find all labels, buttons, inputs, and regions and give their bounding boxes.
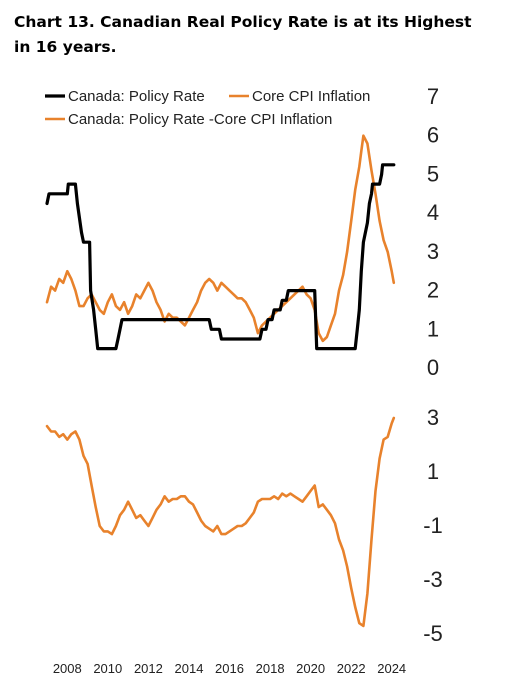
top-panel-y-axis: 0 1 2 3 4 5 6 7 — [427, 84, 439, 380]
x-tick-label: 2018 — [256, 661, 285, 676]
series-line-core-cpi — [45, 134, 396, 343]
bottom-y-tick-label: 3 — [427, 405, 439, 430]
x-tick-label: 2010 — [93, 661, 122, 676]
top-panel-lines — [45, 134, 396, 351]
x-tick-label: 2012 — [134, 661, 163, 676]
top-y-tick-label: 3 — [427, 239, 439, 264]
top-y-tick-label: 7 — [427, 84, 439, 109]
x-tick-label: 2016 — [215, 661, 244, 676]
top-y-tick-label: 4 — [427, 200, 439, 225]
x-tick-label: 2024 — [377, 661, 406, 676]
bottom-y-tick-label: -1 — [423, 513, 443, 538]
series-line-real-rate — [45, 416, 396, 628]
legend-label: Canada: Policy Rate -Core CPI Inflation — [68, 111, 332, 128]
x-tick-label: 2014 — [175, 661, 204, 676]
bottom-panel-lines — [45, 416, 396, 628]
bottom-y-tick-label: 1 — [427, 459, 439, 484]
top-y-tick-label: 0 — [427, 355, 439, 380]
bottom-y-tick-label: -3 — [423, 567, 443, 592]
legend-label: Core CPI Inflation — [252, 88, 370, 105]
top-y-tick-label: 6 — [427, 123, 439, 148]
top-y-tick-label: 2 — [427, 278, 439, 303]
top-y-tick-label: 5 — [427, 161, 439, 186]
x-tick-label: 2008 — [53, 661, 82, 676]
bottom-panel-y-axis: 3 1 -1 -3 -5 — [423, 405, 443, 646]
legend-label: Canada: Policy Rate — [68, 88, 205, 105]
top-y-tick-label: 1 — [427, 316, 439, 341]
chart-title: Chart 13. Canadian Real Policy Rate is a… — [14, 13, 472, 56]
series-line-policy-rate — [45, 163, 396, 351]
bottom-y-tick-label: -5 — [423, 621, 443, 646]
x-tick-label: 2022 — [337, 661, 366, 676]
x-axis: 2008 2010 2012 2014 2016 2018 2020 2022 2024 — [53, 661, 406, 676]
legend: Canada: Policy Rate Core CPI Inflation Can… — [45, 88, 370, 128]
x-tick-label: 2020 — [296, 661, 325, 676]
